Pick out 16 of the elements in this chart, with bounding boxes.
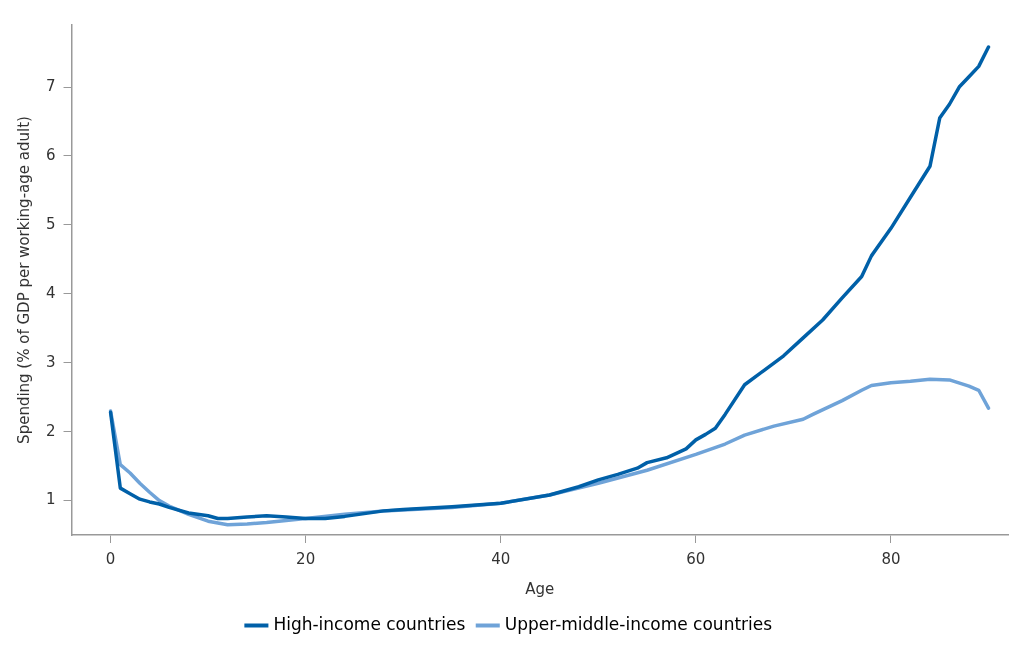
- x-tick-label: 0: [105, 549, 116, 568]
- legend-label: High-income countries: [273, 613, 466, 634]
- y-tick-label: 4: [46, 283, 56, 302]
- y-tick-label: 6: [46, 145, 56, 164]
- y-tick-label: 3: [46, 352, 56, 371]
- x-tick-label: 20: [296, 549, 316, 568]
- y-tick-label: 1: [46, 490, 56, 509]
- x-tick-label: 80: [881, 549, 901, 568]
- x-tick-label: 40: [491, 549, 511, 568]
- x-axis-title: Age: [525, 579, 555, 598]
- y-tick-label: 2: [46, 421, 56, 440]
- y-axis-title: Spending (% of GDP per working-age adult): [14, 116, 33, 444]
- legend-label: Upper-middle-income countries: [504, 613, 773, 634]
- x-tick-label: 60: [686, 549, 706, 568]
- y-tick-label: 7: [46, 76, 56, 95]
- y-tick-label: 5: [46, 214, 56, 233]
